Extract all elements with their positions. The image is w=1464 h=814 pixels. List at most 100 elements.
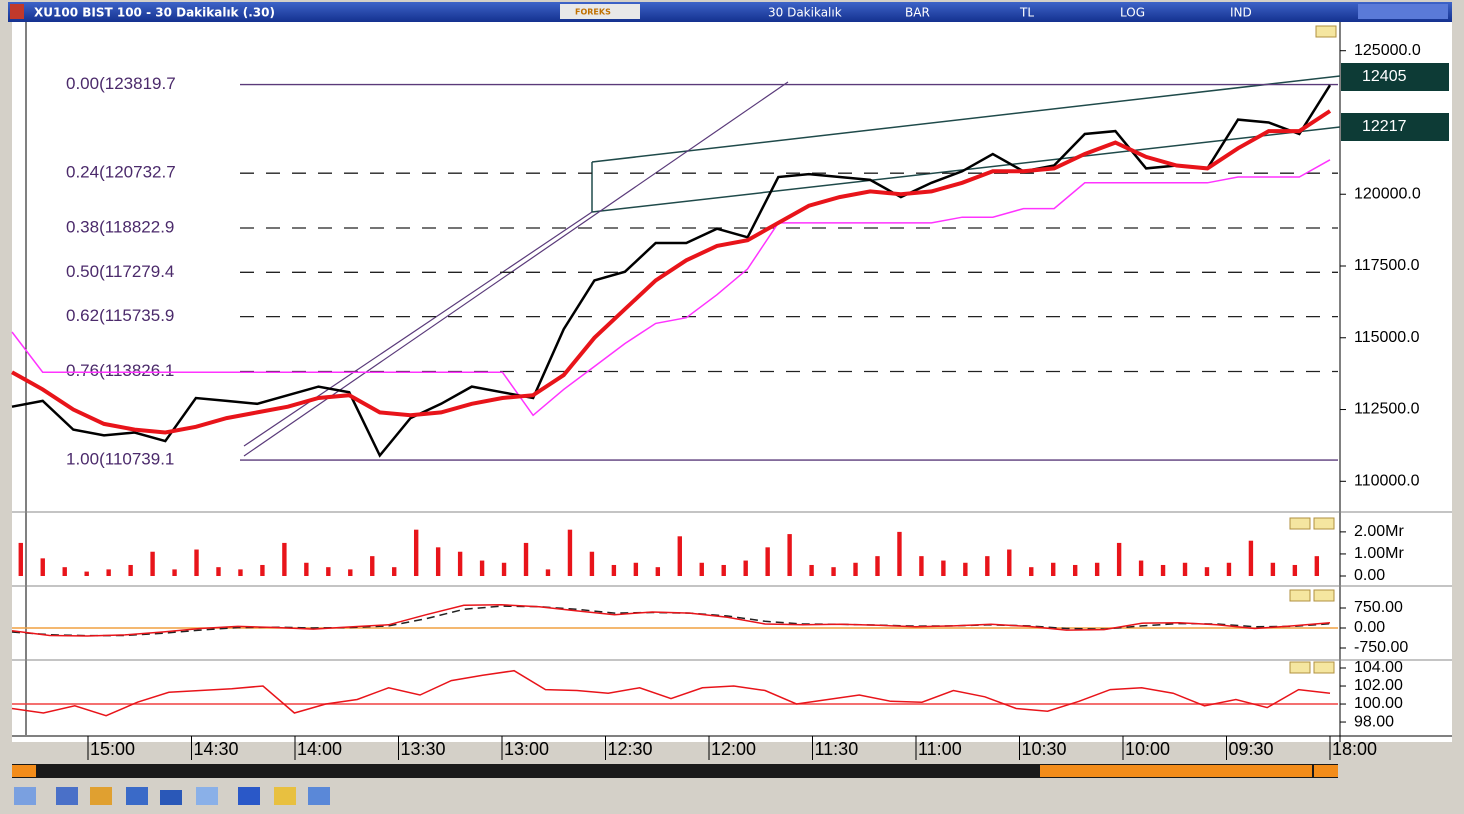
volume-bar bbox=[370, 556, 375, 576]
toolbar-icons bbox=[14, 787, 330, 805]
panel-button[interactable] bbox=[1313, 589, 1335, 602]
volume-bar bbox=[106, 569, 111, 576]
volume-bar bbox=[963, 562, 968, 576]
scrollbar[interactable] bbox=[12, 764, 1338, 778]
volume-bar bbox=[699, 562, 704, 576]
fib-label: 0.38(118822.9 bbox=[66, 218, 174, 237]
tool-icon[interactable] bbox=[160, 790, 182, 805]
panel-button[interactable] bbox=[1313, 661, 1335, 674]
volume-bar bbox=[1248, 540, 1254, 576]
volume-bar bbox=[809, 564, 814, 576]
fib-label: 1.00(110739.1 bbox=[66, 450, 174, 469]
volume-bar bbox=[853, 562, 858, 576]
x-tick-label: 13:30 bbox=[401, 739, 446, 759]
volume-bar bbox=[743, 560, 748, 576]
fib-label: 0.00(123819.7 bbox=[66, 74, 176, 93]
x-tick-label: 12:30 bbox=[608, 739, 653, 759]
volume-bar bbox=[282, 542, 287, 576]
window-title: XU100 BIST 100 - 30 Dakikalık (.30) bbox=[34, 6, 275, 20]
volume-bar bbox=[1116, 542, 1122, 576]
volume-bar bbox=[304, 562, 309, 576]
volume-bar bbox=[326, 567, 331, 576]
volume-bar bbox=[216, 567, 221, 576]
volume-bar bbox=[392, 567, 397, 576]
volume-bar bbox=[633, 562, 639, 576]
y-tick-label: 115000.0 bbox=[1354, 329, 1420, 346]
x-tick-label: 09:30 bbox=[1229, 739, 1274, 759]
tool-icon[interactable] bbox=[238, 787, 260, 805]
volume-bar bbox=[611, 564, 617, 576]
volume-bar bbox=[238, 569, 243, 576]
y-tick-label: 0.00 bbox=[1354, 619, 1385, 636]
scroll-right[interactable] bbox=[1314, 765, 1338, 777]
panel-button[interactable] bbox=[1289, 589, 1311, 602]
title-bar bbox=[8, 2, 1452, 22]
volume-bar bbox=[348, 569, 353, 576]
volume-bar bbox=[941, 560, 946, 576]
trend-line bbox=[243, 81, 789, 457]
x-tick-label: 15:00 bbox=[90, 739, 135, 759]
volume-bar bbox=[1051, 562, 1056, 576]
tool-icon[interactable] bbox=[196, 787, 218, 805]
scroll-thumb[interactable] bbox=[1040, 765, 1312, 777]
volume-bar bbox=[128, 564, 133, 576]
y-tick-label: -750.00 bbox=[1354, 639, 1408, 656]
volume-bar bbox=[831, 567, 836, 576]
volume-bar bbox=[172, 569, 177, 576]
price-axis: 125000.0 120000.0 117500.0 115000.0 112500.0… bbox=[1354, 42, 1421, 730]
x-tick-label: 11:00 bbox=[918, 739, 962, 759]
tool-icon[interactable] bbox=[14, 787, 36, 805]
panel-button[interactable] bbox=[1289, 517, 1311, 530]
volume-bar bbox=[457, 551, 463, 576]
volume-bar bbox=[787, 534, 792, 576]
fib-label: 0.24(120732.7 bbox=[66, 163, 176, 182]
fast-line bbox=[11, 604, 1331, 637]
toolbar-item: TL bbox=[1019, 6, 1034, 20]
close-line bbox=[11, 84, 1332, 458]
y-tick-label: 100.00 bbox=[1354, 695, 1403, 712]
toolbar-item: IND bbox=[1230, 6, 1252, 20]
volume-bar bbox=[721, 564, 726, 576]
y-tick-label: 120000.0 bbox=[1354, 185, 1421, 202]
y-tick-label: 104.00 bbox=[1354, 659, 1403, 676]
window-buttons[interactable] bbox=[1358, 4, 1448, 19]
x-tick-label: 10:00 bbox=[1125, 739, 1170, 759]
chart-area bbox=[12, 22, 1452, 742]
volume-bar bbox=[985, 556, 990, 576]
y-tick-label: 750.00 bbox=[1354, 599, 1403, 616]
fib-label: 0.76(113826.1 bbox=[66, 361, 174, 380]
volume-bar bbox=[150, 551, 155, 576]
volume-bar bbox=[479, 560, 485, 576]
volume-bar bbox=[1029, 567, 1034, 576]
close-icon[interactable] bbox=[10, 4, 24, 19]
volume-bar bbox=[1160, 564, 1166, 576]
panel-button[interactable] bbox=[1289, 661, 1311, 674]
last-price-box bbox=[1341, 63, 1449, 91]
y-tick-label: 1.00Mr bbox=[1354, 545, 1404, 562]
scroll-left[interactable] bbox=[12, 765, 36, 777]
volume-bar bbox=[1072, 564, 1078, 576]
fib-label: 0.50(117279.4 bbox=[66, 262, 174, 281]
volume-bar bbox=[1292, 564, 1298, 576]
volume-bar bbox=[1270, 562, 1276, 576]
tool-icon[interactable] bbox=[274, 787, 296, 805]
panel-button[interactable] bbox=[1315, 25, 1337, 38]
volume-bar bbox=[1204, 567, 1210, 576]
last-price: 12405 bbox=[1362, 68, 1407, 85]
volume-bar bbox=[677, 536, 682, 576]
y-tick-label: 102.00 bbox=[1354, 677, 1403, 694]
last-price: 12217 bbox=[1362, 118, 1407, 135]
volume-bar bbox=[919, 556, 924, 576]
tool-icon[interactable] bbox=[56, 787, 78, 805]
panel-button[interactable] bbox=[1313, 517, 1335, 530]
volume-bar bbox=[62, 567, 67, 576]
tool-icon[interactable] bbox=[90, 787, 112, 805]
toolbar-item: 30 Dakikalık bbox=[768, 6, 842, 20]
x-tick-label: 11:30 bbox=[815, 739, 859, 759]
tool-icon[interactable] bbox=[126, 787, 148, 805]
fib-label: 0.62(115735.9 bbox=[66, 306, 174, 325]
tool-icon[interactable] bbox=[308, 787, 330, 805]
volume-bar bbox=[413, 529, 419, 576]
ma-line bbox=[11, 109, 1332, 435]
